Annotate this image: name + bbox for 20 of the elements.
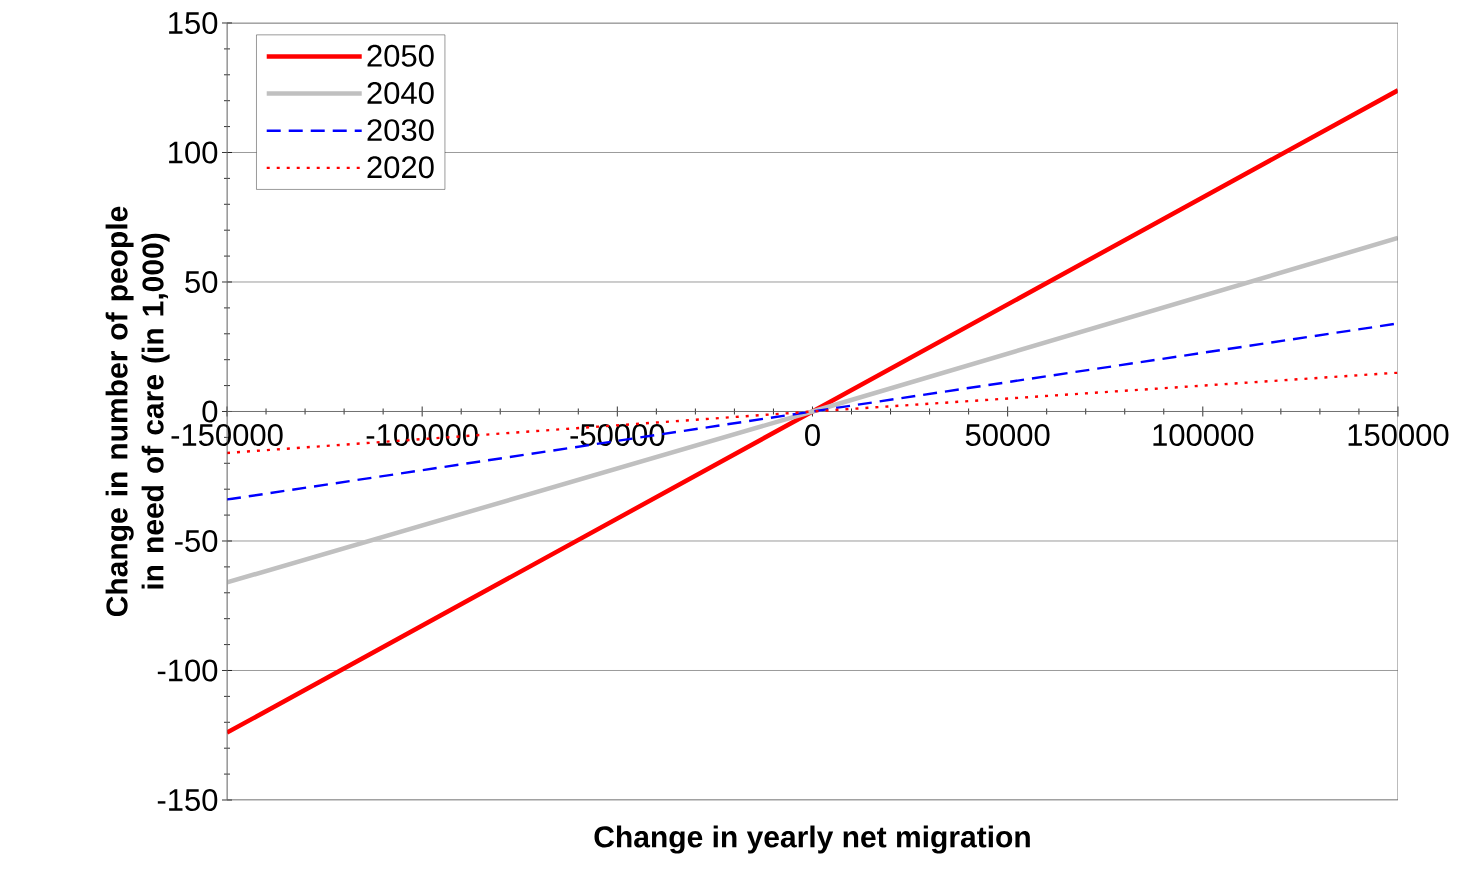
legend-label: 2030 (367, 119, 434, 142)
y-tick-label: 150 (169, 12, 218, 34)
x-tick-label: -100000 (366, 424, 478, 446)
x-tick-label: 150000 (1348, 424, 1449, 446)
x-axis-title: Change in yearly net migration (594, 825, 1030, 854)
legend-label: 2020 (367, 156, 434, 179)
legend-label: 2040 (367, 81, 434, 104)
x-tick-label: 0 (805, 424, 820, 446)
y-tick-label: 100 (169, 141, 218, 164)
y-tick-label: 0 (202, 400, 218, 423)
legend-label: 2050 (367, 44, 434, 67)
x-tick-label: -50000 (570, 424, 665, 446)
x-tick-label: 50000 (965, 424, 1050, 446)
y-tick-label: -50 (175, 530, 218, 552)
x-tick-label: -150000 (171, 424, 283, 446)
x-tick-label: 100000 (1153, 424, 1254, 446)
y-tick-label: -150 (157, 789, 218, 811)
y-tick-label: 50 (185, 271, 218, 293)
y-tick-label: -100 (157, 659, 218, 682)
y-axis-title: Change in number of people in need of care (in 1,000) (105, 206, 170, 617)
